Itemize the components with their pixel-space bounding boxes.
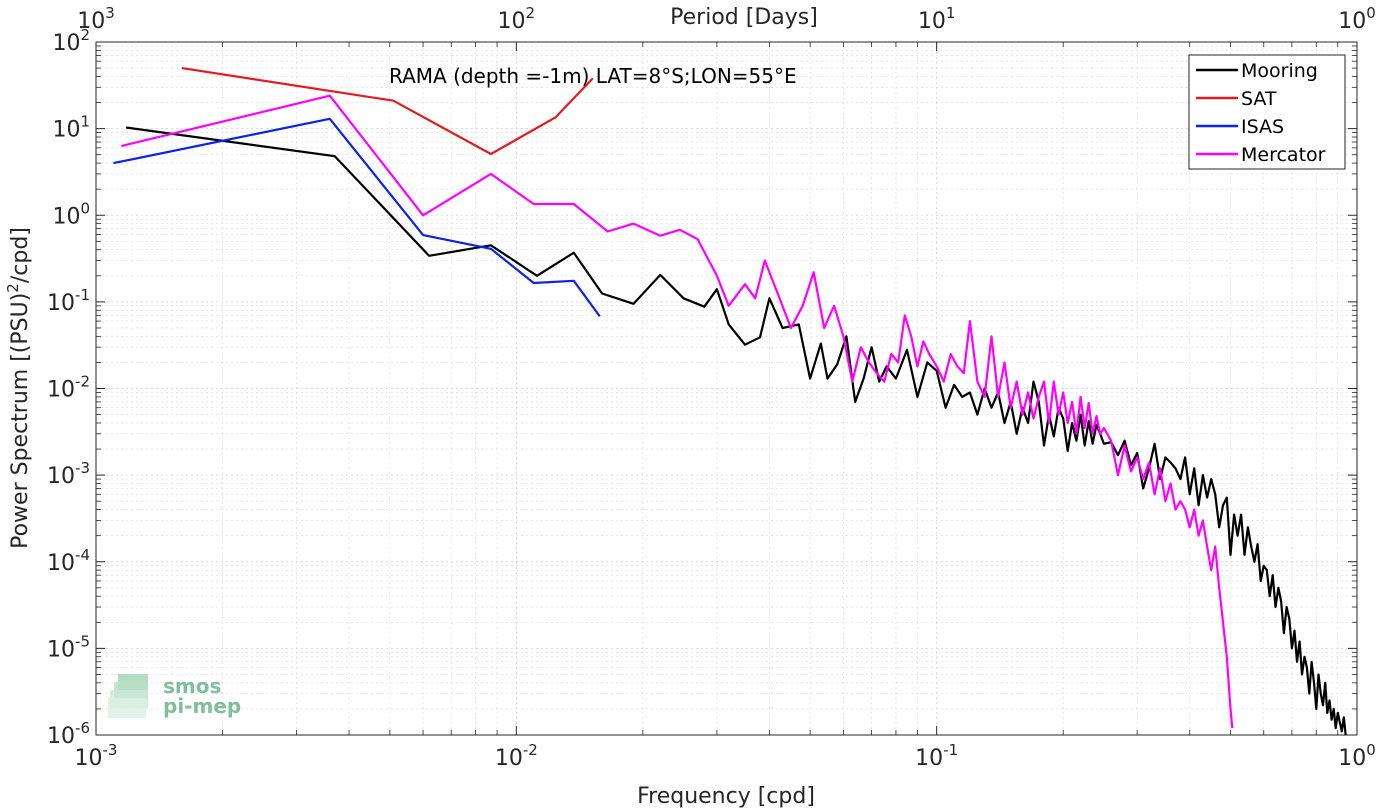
- y-tick-label-base: 10: [52, 204, 80, 229]
- top-tick-label: 100: [1338, 4, 1376, 34]
- legend-item-sat: SAT: [1196, 88, 1277, 110]
- x-tick-label-base: 10: [1338, 746, 1366, 771]
- top-tick-label-base: 10: [1338, 9, 1366, 34]
- y-tick-label: 102: [52, 26, 90, 56]
- x-tick-label-exp: -1: [943, 741, 958, 759]
- y-tick-label-base: 10: [47, 551, 75, 576]
- y-tick-label-exp: 2: [80, 26, 90, 44]
- x-tick-label: 100: [1338, 741, 1376, 771]
- logo-text-pimep: pi-mep: [163, 694, 241, 718]
- x-tick-label: 10-1: [915, 741, 958, 771]
- top-tick-label: 102: [498, 4, 536, 34]
- legend-item-isas: ISAS: [1196, 116, 1284, 138]
- y-tick-label-exp: -6: [75, 719, 90, 737]
- y-tick-label-exp: 0: [80, 199, 90, 217]
- y-tick-label-exp: -4: [75, 546, 90, 564]
- legend-label-mercator: Mercator: [1241, 144, 1326, 166]
- x-tick-label-exp: -3: [103, 741, 118, 759]
- top-tick-label-base: 10: [498, 9, 526, 34]
- y-tick-label-exp: -2: [75, 373, 90, 391]
- legend: Mooring SAT ISAS Mercator: [1188, 54, 1346, 170]
- legend-box: [1188, 54, 1346, 170]
- x-tick-label: 10-2: [495, 741, 538, 771]
- y-tick-label-base: 10: [47, 291, 75, 316]
- top-tick-label-base: 10: [918, 9, 946, 34]
- top-tick-label-exp: 1: [946, 4, 956, 22]
- y-axis-title-tail: /cpd]: [8, 227, 33, 283]
- y-axis-title-main: Power Spectrum [(PSU): [8, 293, 33, 549]
- y-tick-label: 10-1: [47, 286, 90, 316]
- logo-text-smos: smos: [163, 674, 221, 698]
- legend-label-mooring: Mooring: [1241, 60, 1318, 82]
- chart-annotation: RAMA (depth =-1m) LAT=8°S;LON=55°E: [389, 64, 797, 88]
- y-tick-label-base: 10: [52, 31, 80, 56]
- top-tick-label-base: 10: [77, 9, 105, 34]
- y-tick-label: 101: [52, 113, 90, 143]
- y-tick-label-base: 10: [47, 378, 75, 403]
- series-line-isas: [113, 117, 601, 318]
- series-line-mercator: [121, 94, 1234, 729]
- y-tick-label-base: 10: [47, 724, 75, 749]
- x-tick-label-exp: -2: [523, 741, 538, 759]
- y-tick-label: 10-2: [47, 373, 90, 403]
- x-tick-label-exp: 0: [1366, 741, 1376, 759]
- y-tick-label-base: 10: [47, 464, 75, 489]
- series-line-mooring: [126, 126, 1347, 736]
- y-axis-title: Power Spectrum [(PSU)2/cpd]: [4, 227, 33, 549]
- y-tick-label: 100: [52, 199, 90, 229]
- legend-item-mercator: Mercator: [1196, 144, 1326, 166]
- y-tick-label-base: 10: [52, 118, 80, 143]
- smos-pimep-logo: smos pi-mep: [108, 674, 241, 718]
- legend-item-mooring: Mooring: [1196, 60, 1318, 82]
- y-tick-label: 10-6: [47, 719, 90, 749]
- top-tick-label: 103: [77, 4, 115, 34]
- logo-mark: [108, 674, 148, 718]
- legend-label-isas: ISAS: [1241, 116, 1284, 138]
- top-tick-label: 101: [918, 4, 956, 34]
- y-tick-label: 10-5: [47, 632, 90, 662]
- x-axis-title: Frequency [cpd]: [637, 784, 815, 809]
- y-tick-label: 10-4: [47, 546, 90, 576]
- y-tick-label-exp: -5: [75, 632, 90, 650]
- x-tick-label-base: 10: [915, 746, 943, 771]
- x-tick-label-base: 10: [75, 746, 103, 771]
- series-line-sat: [181, 67, 594, 156]
- top-axis-title: Period [Days]: [670, 5, 818, 30]
- y-tick-label-exp: 1: [80, 113, 90, 131]
- top-tick-label-exp: 2: [526, 4, 536, 22]
- major-grid: [95, 41, 1358, 736]
- legend-label-sat: SAT: [1241, 88, 1277, 110]
- top-tick-label-exp: 3: [105, 4, 115, 22]
- series-layer: [113, 67, 1347, 736]
- y-tick-label: 10-3: [47, 459, 90, 489]
- x-tick-label-base: 10: [495, 746, 523, 771]
- top-tick-label-exp: 0: [1366, 4, 1376, 22]
- y-axis-title-sup: 2: [4, 283, 22, 293]
- y-tick-label-exp: -1: [75, 286, 90, 304]
- y-tick-label-exp: -3: [75, 459, 90, 477]
- axis-ticks: [95, 41, 1358, 736]
- x-tick-label: 10-3: [75, 741, 118, 771]
- y-tick-label-base: 10: [47, 637, 75, 662]
